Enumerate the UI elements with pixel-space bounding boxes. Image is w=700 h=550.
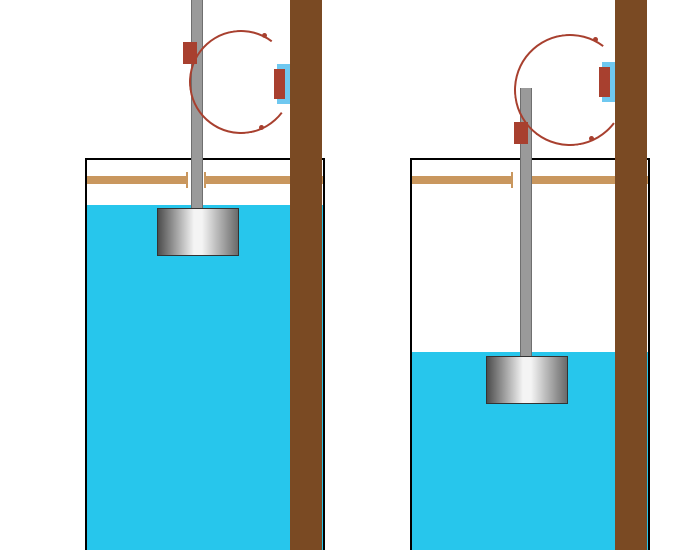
- arc-ring: [182, 23, 299, 140]
- float-switch-scene-low: [370, 0, 640, 550]
- arc-ring: [507, 27, 633, 153]
- float-switch-scene-high: [45, 0, 315, 550]
- guide-tick: [186, 172, 188, 188]
- motion-arc: [189, 30, 293, 134]
- motion-arc: [514, 34, 626, 146]
- float-weight: [157, 208, 239, 256]
- guide-tick: [204, 172, 206, 188]
- float-weight: [486, 356, 568, 404]
- arc-end-dot: [259, 125, 264, 130]
- mounting-post: [290, 0, 322, 550]
- guide-tick: [511, 172, 513, 188]
- water: [87, 205, 323, 550]
